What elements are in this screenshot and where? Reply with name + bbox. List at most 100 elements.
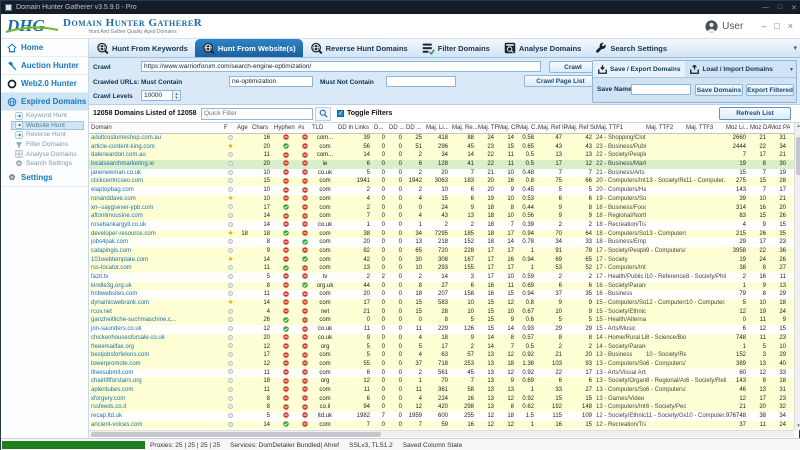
table-row[interactable]: rssfeeds.co.il8co.il9400124202981380.621… bbox=[89, 403, 794, 412]
tabbar-dropdown-icon[interactable]: ▾ bbox=[789, 39, 800, 57]
header-maximize-button[interactable]: □ bbox=[774, 21, 779, 31]
table-row[interactable]: catapingis.com9com8200657202281717191781… bbox=[89, 247, 794, 256]
column-header-maj-ttf1[interactable]: Maj. TTF1 bbox=[596, 123, 646, 133]
save-domains-button[interactable]: Save Domains bbox=[695, 84, 743, 96]
table-row[interactable]: dynamicwebrank.com★14com1700155831015120… bbox=[89, 299, 794, 308]
titlebar-minimize-button[interactable]: — bbox=[762, 4, 769, 12]
toggle-filters-checkbox[interactable]: ✓ bbox=[337, 110, 344, 117]
titlebar-close-button[interactable]: ✕ bbox=[791, 4, 797, 12]
crawl-page-list-button[interactable]: Crawl Page List bbox=[524, 75, 597, 87]
crawl-button[interactable]: Crawl bbox=[549, 61, 597, 73]
quick-filter-search-button[interactable] bbox=[315, 107, 331, 121]
must-not-contain-input[interactable] bbox=[386, 76, 456, 87]
table-row[interactable]: ganzheitliche-suchmaschine.c...26com0000… bbox=[89, 316, 794, 325]
table-row[interactable]: rosebankargyll.co.uk14co.uk1001221870.39… bbox=[89, 221, 794, 230]
table-row[interactable]: aftonlimousine.com14com7004431318100.569… bbox=[89, 212, 794, 221]
quick-filter-input[interactable] bbox=[201, 108, 313, 120]
tab-reverse-hunt-domains[interactable]: Reverse Hunt Domains bbox=[303, 39, 415, 57]
column-header-domain[interactable]: Domain bbox=[89, 123, 224, 133]
header-close-button[interactable]: × bbox=[788, 21, 793, 31]
tab-analyse-domains[interactable]: Analyse Domains bbox=[497, 39, 589, 57]
tab-load-import-domains[interactable]: Load / Import Domains bbox=[685, 61, 777, 77]
vertical-scrollbar-thumb[interactable] bbox=[796, 137, 800, 175]
table-row[interactable]: xn--saygsever-ypb.com17com20002491880.44… bbox=[89, 204, 794, 213]
sidebar-item-reverse-hunt[interactable]: Reverse Hunt bbox=[11, 130, 84, 140]
sidebar-item-website-hunt[interactable]: Website Hunt bbox=[11, 121, 84, 131]
vertical-scrollbar[interactable]: ▲ ▼ bbox=[794, 123, 800, 430]
column-header-maj-ref-su[interactable]: Maj. Ref Su... bbox=[566, 123, 596, 133]
column-header-maj-cf[interactable]: Maj. CF bbox=[498, 123, 518, 133]
table-row[interactable]: clickcentricseo.com15com1941001942306318… bbox=[89, 177, 794, 186]
table-row[interactable]: fazit.tv5tv220214317100.592217 - Health/… bbox=[89, 273, 794, 282]
table-row[interactable]: janenewman.co.uk10co.uk500220721100.4877… bbox=[89, 169, 794, 178]
table-row[interactable]: aplentubes.com11com110011361581313133271… bbox=[89, 386, 794, 395]
user-avatar-icon[interactable] bbox=[705, 20, 718, 33]
column-header-maj-tf[interactable]: Maj. TF bbox=[478, 123, 498, 133]
table-row[interactable]: 101webtemplate.com★14com4200303081671716… bbox=[89, 256, 794, 265]
column-header-maj-c[interactable]: Maj. C... bbox=[518, 123, 538, 133]
sidebar-item-expired-domains[interactable]: Expired Domains bbox=[1, 93, 88, 111]
column-header-d[interactable]: D... bbox=[374, 123, 389, 133]
save-name-input[interactable] bbox=[631, 84, 691, 95]
column-header-maj-re[interactable]: Maj. Re... bbox=[452, 123, 478, 133]
table-row[interactable]: localsearchmarketing.ie20ie6006128412211… bbox=[89, 160, 794, 169]
column-header-dd-in-links[interactable]: DD In Links bbox=[338, 123, 374, 133]
sidebar-item-home[interactable]: Home bbox=[1, 39, 88, 57]
titlebar-maximize-button[interactable]: □ bbox=[778, 4, 782, 12]
horizontal-scrollbar[interactable] bbox=[89, 430, 794, 437]
sidebar-item-auction-hunter[interactable]: Auction Hunter bbox=[1, 57, 88, 75]
table-row[interactable]: bestjobsforfelons.com17com5004635713120.… bbox=[89, 351, 794, 360]
table-row[interactable]: chickenhousesforsale.co.uk20co.uk9004189… bbox=[89, 334, 794, 343]
sidebar-item-web2-0-hunter[interactable]: Web2.0 Hunter bbox=[1, 75, 88, 93]
crawl-url-input[interactable] bbox=[141, 61, 541, 72]
column-header-maj-ttf3[interactable]: Maj. TTF3 bbox=[686, 123, 726, 133]
column-header-moz-pa[interactable]: Moz PA bbox=[770, 123, 790, 133]
table-row[interactable]: towerpromote.com12com55003771825313181.3… bbox=[89, 360, 794, 369]
sidebar-item-search-settings[interactable]: ⚙Search Settings bbox=[11, 159, 84, 169]
table-row[interactable]: elaptopbag.com10com20021062090.455520 - … bbox=[89, 186, 794, 195]
horizontal-scrollbar-thumb[interactable] bbox=[91, 432, 381, 437]
tab-filter-domains[interactable]: Filter Domains bbox=[415, 39, 497, 57]
table-row[interactable]: article-content-king.com★20com5600512964… bbox=[89, 143, 794, 152]
table-row[interactable]: rcuv.net4net210015281015100.6710915 - So… bbox=[89, 308, 794, 317]
table-row[interactable]: adultcostumeshop.com.au16com...390025418… bbox=[89, 134, 794, 143]
table-row[interactable]: ronanddave.com★10com400415619100.536619 … bbox=[89, 195, 794, 204]
user-label[interactable]: User bbox=[722, 21, 743, 32]
table-row[interactable]: hnbwebsites.com11com20001820715816150.94… bbox=[89, 290, 794, 299]
sidebar-item-filter-domains[interactable]: Filter Domains bbox=[11, 140, 84, 150]
column-header-moz-li[interactable]: Moz Li... bbox=[726, 123, 750, 133]
table-row[interactable]: jobs4pak.com8com20001321815218140.783433… bbox=[89, 238, 794, 247]
must-contain-input[interactable] bbox=[229, 76, 313, 87]
column-header-maj-li[interactable]: Maj. Li... bbox=[426, 123, 452, 133]
refresh-list-button[interactable]: Refresh List bbox=[719, 107, 791, 120]
column-header-maj-ttf2[interactable]: Maj. TTF2 bbox=[646, 123, 686, 133]
table-row[interactable]: freeemailfax.org12org50051721470.52214 -… bbox=[89, 343, 794, 352]
column-header-chars[interactable]: Chars bbox=[252, 123, 274, 133]
column-header-dd[interactable]: DD ... bbox=[389, 123, 406, 133]
header-minimize-button[interactable]: – bbox=[761, 21, 766, 31]
sidebar-item-settings[interactable]: ⚙Settings bbox=[1, 169, 88, 187]
table-row[interactable]: rss-locator.com11com13001029315517171535… bbox=[89, 264, 794, 273]
column-header-s[interactable]: #s bbox=[298, 123, 312, 133]
table-row[interactable]: daleneardon.com.au11com...14002341422110… bbox=[89, 151, 794, 160]
tab-search-settings[interactable]: Search Settings bbox=[588, 39, 674, 57]
column-header-maj-ref-ips[interactable]: Maj. Ref IPs bbox=[538, 123, 566, 133]
sidebar-item-keyword-hunt[interactable]: Keyword Hunt bbox=[11, 111, 84, 121]
tab-hunt-from-website-s[interactable]: Hunt From Website(s) bbox=[195, 39, 303, 57]
table-row[interactable]: recap.ltd.uk5ltd.uk198270195960025512181… bbox=[89, 412, 794, 421]
table-row[interactable]: kindle3g.org.uk8org.uk4400827616110.6966… bbox=[89, 282, 794, 291]
column-header-age[interactable]: Age bbox=[237, 123, 252, 133]
column-header-hyphen[interactable]: Hyphen bbox=[274, 123, 298, 133]
tab-hunt-from-keywords[interactable]: Hunt From Keywords bbox=[89, 39, 195, 57]
sidebar-item-analyse-domains[interactable]: Analyse Domains bbox=[11, 149, 84, 159]
column-header-f[interactable]: F bbox=[224, 123, 237, 133]
table-row[interactable]: chairliftforstairs.org18org120017071390.… bbox=[89, 377, 794, 386]
table-row[interactable]: ancient-voices.com14com70075916121211615… bbox=[89, 421, 794, 430]
table-row[interactable]: developer-resource.com★1818com3800347295… bbox=[89, 230, 794, 239]
table-row[interactable]: jon-saunders.co.uk12co.uk110011229126151… bbox=[89, 325, 794, 334]
table-row[interactable]: xforgery.com8com60042241613120.92151513 … bbox=[89, 395, 794, 404]
save-export-dropdown-icon[interactable]: ▾ bbox=[787, 61, 796, 77]
crawl-levels-input[interactable] bbox=[141, 90, 173, 101]
crawl-levels-stepper[interactable]: ▲▼ bbox=[173, 90, 181, 101]
tab-save-export-domains[interactable]: Save / Export Domains bbox=[593, 61, 685, 77]
